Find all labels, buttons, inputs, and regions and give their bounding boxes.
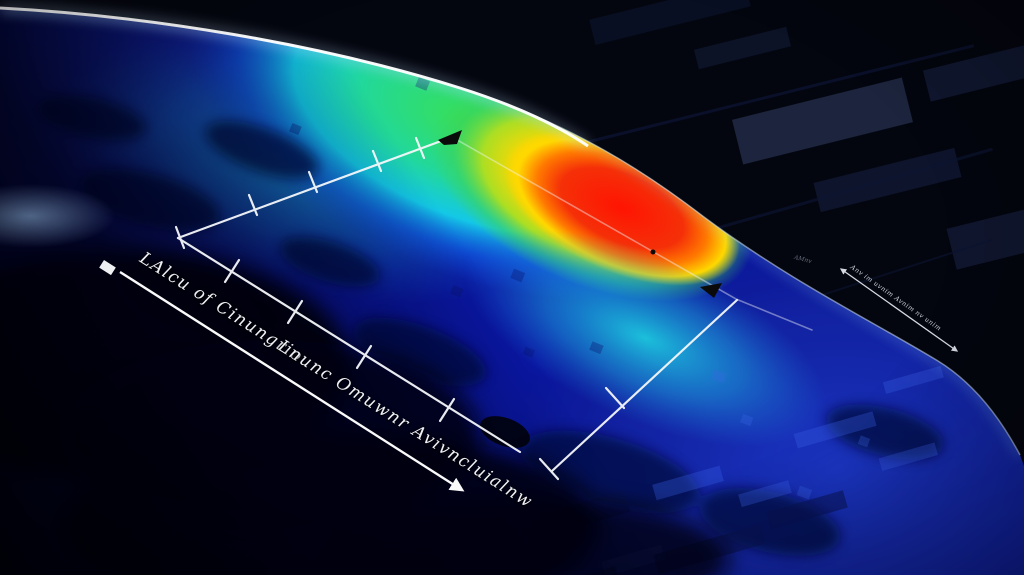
tick-marks-right-edge [538, 386, 626, 481]
survey-marker-1 [438, 130, 462, 145]
atmosphere-rim-bright [0, 6, 589, 148]
grid-edge-right [550, 298, 739, 473]
haze-glow [0, 184, 115, 248]
annotation-arrows [99, 259, 959, 492]
dark-lake [480, 416, 530, 448]
survey-marker-2 [700, 283, 722, 298]
side-annotation-arrow [839, 268, 959, 352]
measurement-grid [174, 135, 813, 481]
tick-marks-top-edge [174, 136, 426, 250]
annotation-arrow [119, 270, 465, 492]
survey-markers [438, 130, 722, 298]
survey-marker-dot [650, 249, 656, 255]
grid-edge-back [451, 136, 813, 331]
tick-marks-left-edge [223, 258, 456, 423]
grid-edge-left [176, 236, 522, 454]
annotation-arrow-tail-flag [99, 259, 116, 276]
